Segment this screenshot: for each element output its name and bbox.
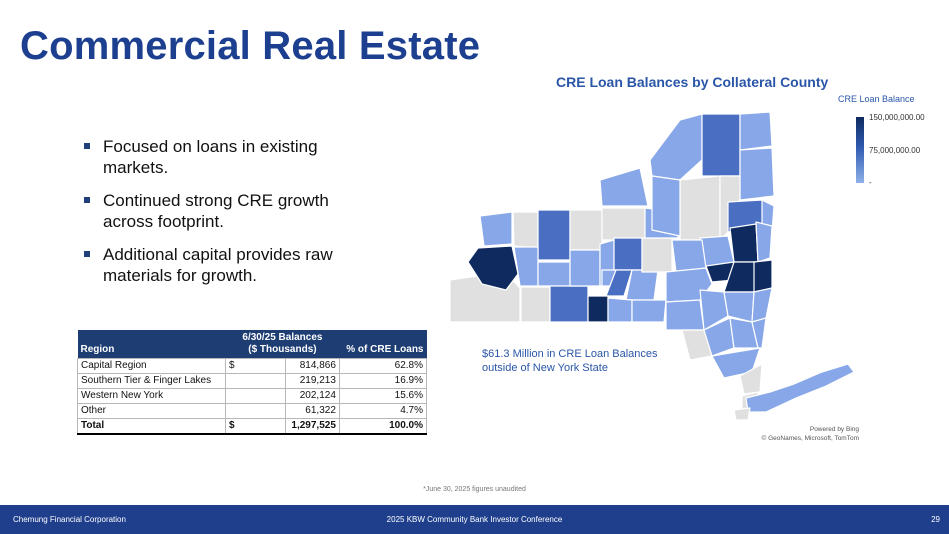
county-region xyxy=(607,297,633,323)
bullet-marker xyxy=(84,143,90,149)
legend-label-mid: 75,000,000.00 xyxy=(869,146,921,155)
county-region xyxy=(729,223,759,263)
county-region xyxy=(537,209,571,261)
map-attribution: Powered by Bing © GeoNames, Microsoft, T… xyxy=(755,425,860,443)
footer-event: 2025 KBW Community Bank Investor Confere… xyxy=(386,515,563,524)
page-number: 29 xyxy=(931,515,940,524)
county-region xyxy=(671,239,707,273)
cre-balance-table: Region 6/30/25 Balances ($ Thousands) % … xyxy=(77,330,428,435)
county-region xyxy=(733,407,751,421)
attribution-label: © GeoNames, Microsoft, TomTom xyxy=(761,435,860,442)
table-row: Western New York 202,124 15.6% xyxy=(77,388,428,404)
footer-company: Chemung Financial Corporation xyxy=(13,515,126,524)
legend-label-max: 150,000,000.00 xyxy=(869,113,925,122)
bullet-item: Focused on loans in existing markets. xyxy=(84,136,344,178)
header-balances-line1: 6/30/25 Balances xyxy=(242,332,323,343)
bullet-marker xyxy=(84,251,90,257)
cell-pct: 100.0% xyxy=(338,418,428,435)
county-region xyxy=(549,285,589,323)
county-region xyxy=(679,175,721,241)
cell-dollar: $ xyxy=(225,418,286,435)
county-region xyxy=(701,113,741,177)
cell-balance: 61,322 xyxy=(285,403,340,419)
county-region xyxy=(569,209,603,251)
cell-dollar xyxy=(225,403,286,419)
bullet-list: Focused on loans in existing markets. Co… xyxy=(84,136,344,298)
county-region xyxy=(665,299,705,331)
powered-by-label: Powered by Bing xyxy=(809,426,859,433)
county-region xyxy=(641,237,673,273)
header-pct: % of CRE Loans xyxy=(339,330,427,359)
county-region xyxy=(605,269,633,297)
county-region xyxy=(723,291,755,323)
county-region xyxy=(651,175,681,237)
legend-label-min: - xyxy=(869,178,872,187)
county-region xyxy=(631,299,667,323)
county-region xyxy=(625,269,659,301)
county-region xyxy=(520,286,551,323)
header-balances-line2: ($ Thousands) xyxy=(248,344,317,355)
footnote: *June 30, 2025 figures unaudited xyxy=(423,486,526,493)
county-region xyxy=(751,317,767,349)
page-title: Commercial Real Estate xyxy=(20,24,481,68)
bullet-item: Additional capital provides raw material… xyxy=(84,244,344,286)
map-legend-gradient xyxy=(856,117,864,183)
county-region xyxy=(739,363,763,395)
header-balances: 6/30/25 Balances ($ Thousands) xyxy=(225,330,340,359)
bullet-text: Continued strong CRE growth across footp… xyxy=(103,191,329,231)
county-region xyxy=(739,111,773,151)
county-region xyxy=(739,147,775,201)
table-header-row: Region 6/30/25 Balances ($ Thousands) % … xyxy=(77,330,427,359)
table-total-row: Total $ 1,297,525 100.0% xyxy=(77,418,428,435)
county-region xyxy=(599,167,649,207)
table-row: Other 61,322 4.7% xyxy=(77,403,428,419)
county-region xyxy=(479,211,513,247)
table-row: Capital Region $ 814,866 62.8% xyxy=(77,358,428,374)
cell-pct: 4.7% xyxy=(338,403,428,419)
map-title: CRE Loan Balances by Collateral County xyxy=(556,74,829,90)
map-legend-title: CRE Loan Balance xyxy=(838,94,915,104)
county-region xyxy=(751,287,773,323)
county-region xyxy=(513,246,539,287)
county-region xyxy=(649,113,703,181)
county-region xyxy=(753,259,773,293)
county-region xyxy=(755,221,773,263)
county-region xyxy=(745,363,855,413)
county-region xyxy=(613,237,643,271)
county-region xyxy=(512,211,539,249)
header-region: Region xyxy=(77,330,226,359)
county-region xyxy=(537,261,571,287)
outside-ny-note: $61.3 Million in CRE Loan Balances outsi… xyxy=(482,348,658,374)
county-region xyxy=(569,249,601,287)
bullet-item: Continued strong CRE growth across footp… xyxy=(84,190,344,232)
footer-bar: Chemung Financial Corporation 2025 KBW C… xyxy=(0,505,949,534)
county-region xyxy=(587,295,609,323)
bullet-text: Focused on loans in existing markets. xyxy=(103,137,318,177)
bullet-marker xyxy=(84,197,90,203)
county-region xyxy=(601,207,646,241)
bullet-text: Additional capital provides raw material… xyxy=(103,245,333,285)
